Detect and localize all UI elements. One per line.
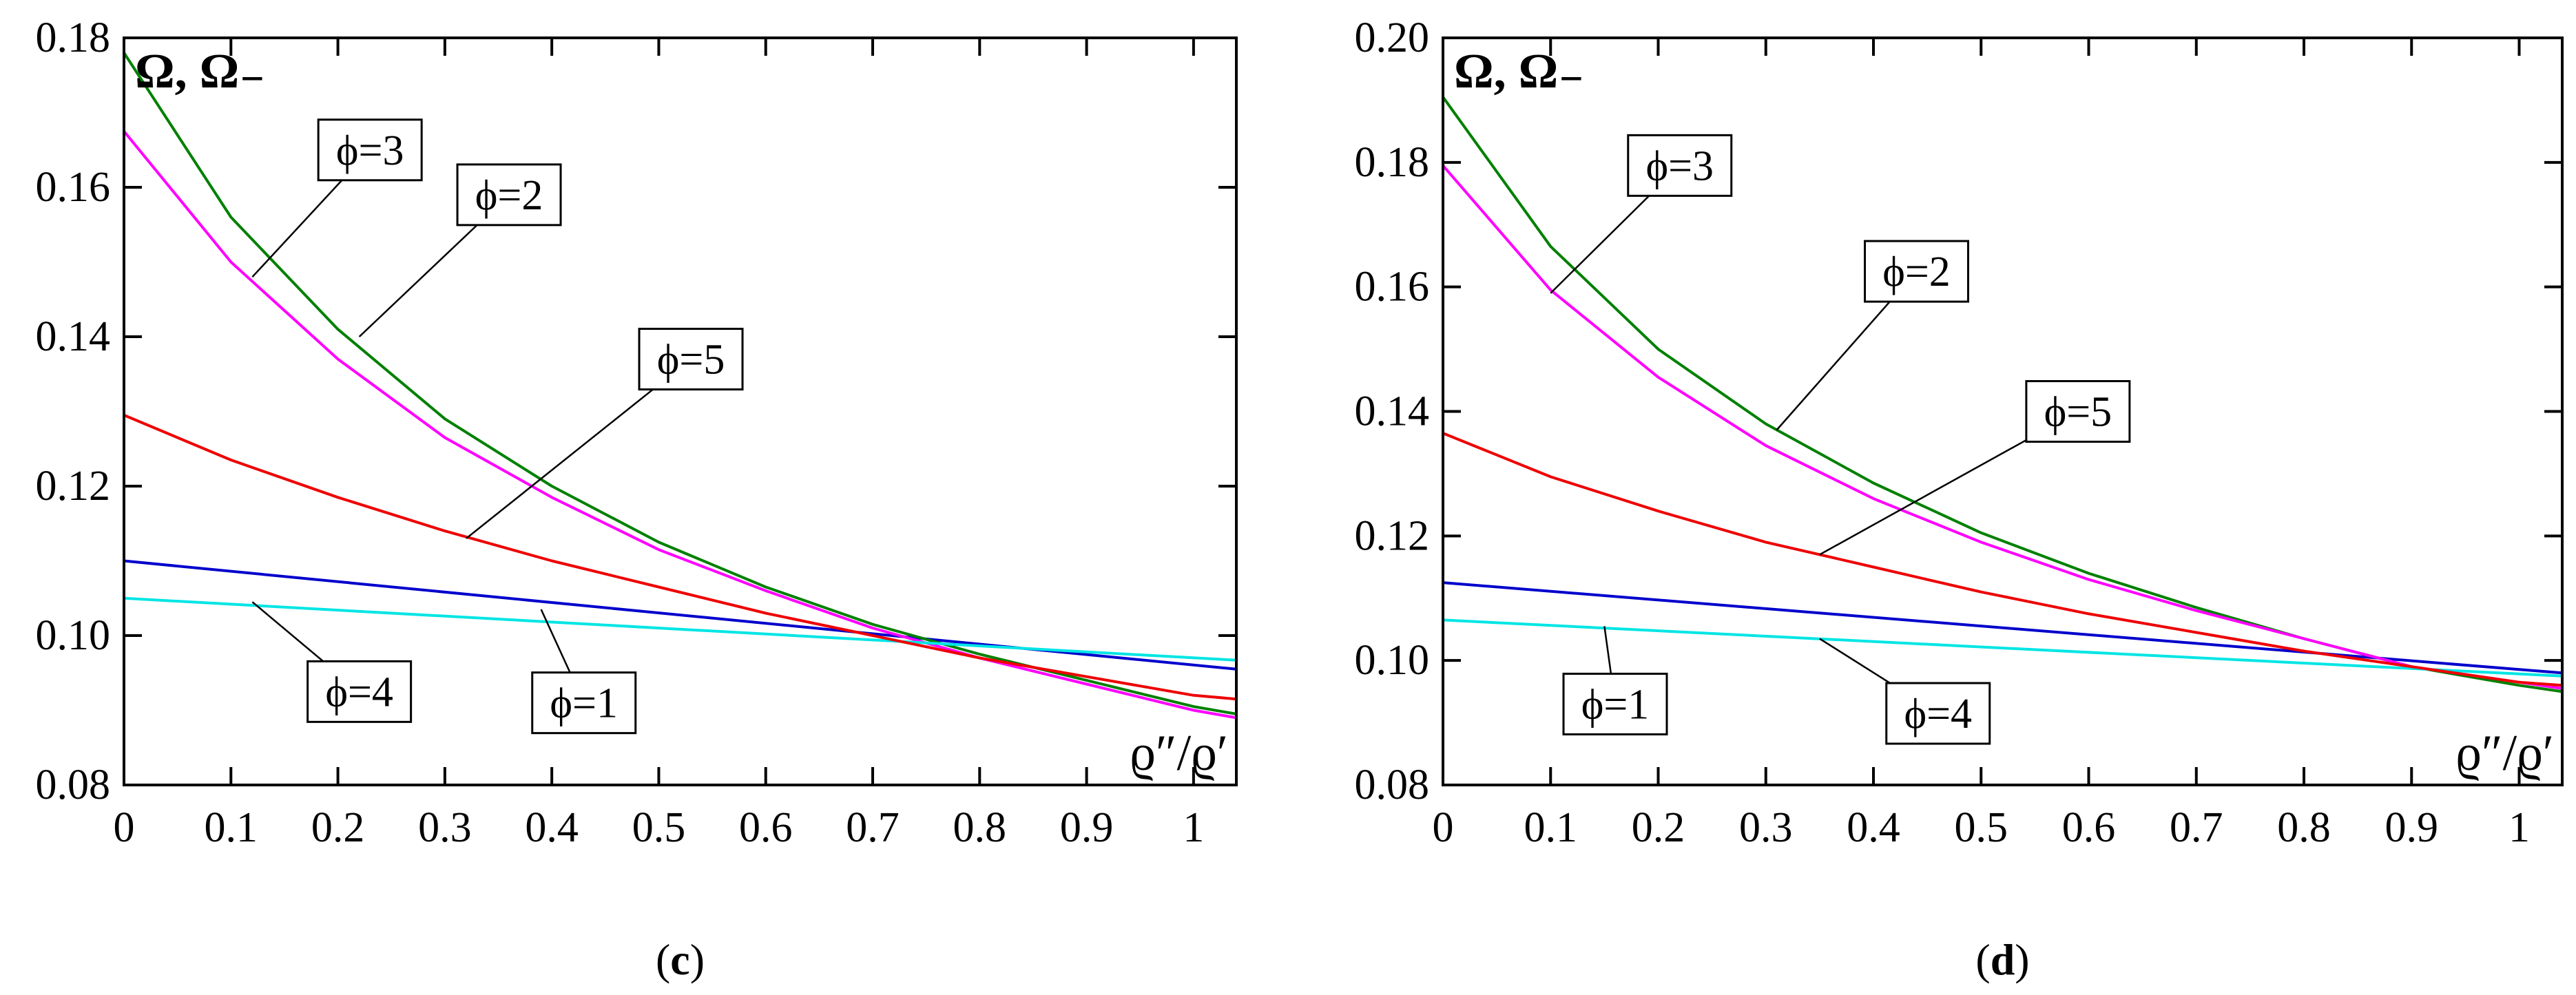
y-tick-label: 0.12 [1355,512,1430,559]
series-line-phi-5 [123,414,1237,701]
plot-frame [123,36,1238,786]
callout-label: ϕ=3 [336,127,404,174]
callout-layer: ϕ=3 ϕ=2 ϕ=5 ϕ=1 ϕ=4 [1550,134,2131,745]
caption-close: ) [690,935,705,984]
x-tick-label: 0.9 [2385,804,2439,851]
y-tick-label: 0.08 [36,762,111,808]
callout-label: ϕ=3 [1645,143,1714,189]
chart-panel-d: ϕ=3ϕ=2ϕ=5ϕ=1 ϕ=4 0.080.100.120.140.160.18… [1355,14,2564,984]
x-tick-label: 0.5 [632,804,686,851]
series-line-phi-3 [1442,165,2563,690]
x-tick-label: 0 [114,804,135,851]
caption-letter: c [670,935,689,984]
callout-label: ϕ=2 [475,172,543,219]
callout-box [317,118,423,182]
x-tick-label: 0.7 [846,804,900,851]
x-tick-label: 0.8 [2277,804,2331,851]
callout-box [1864,240,1969,303]
y-axis-title: Ω, Ω₋ [1454,43,1584,98]
callout-box [307,660,413,723]
series-layer [1442,96,2563,693]
tick-layer: 0.08 0.10 0.12 0.14 0.16 0.18 0 0.1 0.2 0.3 0.4 0.5… [36,14,1236,851]
tick-layer: 0.08 0.10 0.12 0.14 0.16 0.18 0.20 0 0.1 0.2 0.3 0.… [1355,14,2562,851]
callout-box [531,671,637,735]
x-tick-label: 0.1 [1524,804,1578,851]
callout-box [1885,682,1991,745]
x-tick-label: 0.2 [311,804,365,851]
x-tick-label: 1 [2509,804,2530,851]
x-tick-label: 0.4 [1847,804,1900,851]
caption-letter: d [1991,935,2015,984]
x-tick-label: 0.8 [953,804,1007,851]
y-tick-label: 0.16 [1355,264,1430,311]
series-layer [123,52,1237,720]
callout-label: ϕ=1 [550,680,618,727]
x-tick-label: 0 [1433,804,1454,851]
y-axis-title: Ω, Ω₋ [135,43,265,98]
x-tick-label: 0.1 [205,804,258,851]
x-tick-label: 0.2 [1632,804,1685,851]
x-tick-label: 1 [1183,804,1204,851]
callout-label: ϕ=4 [1904,691,1972,737]
y-tick-label: 0.14 [36,313,111,360]
x-axis-title: ϱ″/ϱ′ [1130,725,1228,782]
series-line-phi-4 [123,596,1237,662]
x-tick-label: 0.6 [739,804,793,851]
x-tick-label: 0.3 [1739,804,1793,851]
y-tick-label: 0.18 [1355,139,1430,186]
series-line-phi-4 [1442,618,2563,678]
x-tick-label: 0.6 [2062,804,2116,851]
callout-label: ϕ=5 [2044,389,2112,436]
series-line-phi-5 [1442,432,2563,687]
series-line-phi-1 [123,559,1237,671]
callout-label: ϕ=4 [325,669,393,715]
y-tick-label: 0.10 [1355,637,1430,684]
x-tick-label: 0.9 [1060,804,1114,851]
caption-open: ( [1975,935,1990,984]
x-tick-label: 0.3 [418,804,472,851]
caption-open: ( [656,935,670,984]
panel-caption: (c) [656,935,705,984]
callout-box [456,163,562,227]
chart-panel-c: ϕ=3ϕ=2ϕ=5ϕ=4 ϕ=1 0.080.100.120.140.160.18… [36,14,1238,984]
x-tick-label: 0.7 [2170,804,2223,851]
callout-layer: ϕ=3 ϕ=2 ϕ=5 ϕ=4 ϕ=1 [251,118,744,735]
callout-box [638,328,744,391]
y-tick-label: 0.08 [1355,762,1430,808]
callout-box [1627,134,1733,197]
callout-label: ϕ=2 [1882,249,1951,295]
x-tick-label: 0.5 [1955,804,2008,851]
series-line-phi-2 [1442,96,2563,693]
y-tick-label: 0.18 [36,14,111,61]
x-tick-label: 0.4 [525,804,579,851]
y-tick-label: 0.20 [1355,14,1430,61]
caption-close: ) [2015,935,2029,984]
series-line-phi-2 [123,52,1237,715]
y-tick-label: 0.16 [36,164,111,211]
callout-box [2025,380,2131,443]
series-line-phi-3 [123,130,1237,720]
x-axis-title: ϱ″/ϱ′ [2455,725,2554,782]
panel-caption: (d) [1975,935,2029,984]
y-tick-label: 0.12 [36,463,111,510]
callout-box [1562,672,1668,735]
y-tick-label: 0.14 [1355,388,1430,435]
callout-label: ϕ=5 [657,337,725,384]
callout-label: ϕ=1 [1581,681,1650,728]
y-tick-label: 0.10 [36,612,111,659]
